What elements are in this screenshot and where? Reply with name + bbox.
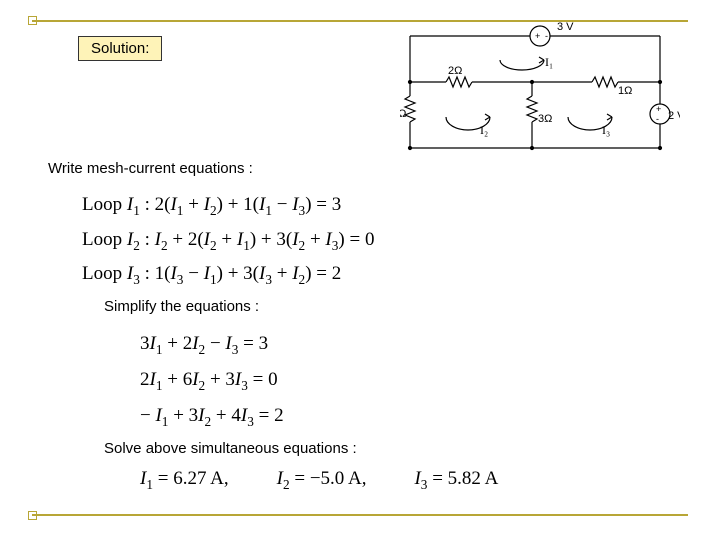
equations-loop: Loop I1 : 2(I1 + I2) + 1(I1 − I3) = 3 Lo… — [82, 188, 374, 292]
v-right-label: 2 V — [668, 110, 680, 122]
svg-text:+: + — [535, 31, 540, 41]
equations-simplified: 3I1 + 2I2 − I3 = 3 2I1 + 6I2 + 3I3 = 0 −… — [140, 326, 284, 434]
r-3ohm-label: 3Ω — [538, 113, 552, 125]
circuit-diagram: + - 3 V + - 2 V 2Ω 1Ω — [400, 22, 680, 162]
solution-i3: I3 = 5.82 A — [414, 468, 498, 489]
i3-label: I₃ — [602, 123, 610, 137]
accent-border-bottom — [32, 514, 688, 516]
v-top-label: 3 V — [557, 22, 574, 33]
r-2ohm-label: 2Ω — [448, 65, 462, 77]
svg-text:-: - — [656, 114, 659, 124]
svg-text:-: - — [545, 31, 548, 41]
text-write-mesh: Write mesh-current equations : — [48, 160, 253, 177]
svg-text:+: + — [656, 104, 661, 114]
corner-square-bottom — [28, 511, 37, 520]
solution-i1: I1 = 6.27 A, — [140, 468, 229, 489]
i2-label: I₂ — [480, 123, 488, 137]
text-simplify: Simplify the equations : — [104, 298, 259, 315]
i1-label: I₁ — [545, 55, 553, 69]
r-1ohm-right-label: 1Ω — [618, 85, 632, 97]
solution-label: Solution: — [78, 36, 162, 61]
text-solve: Solve above simultaneous equations : — [104, 440, 357, 457]
corner-square-top — [28, 16, 37, 25]
equations-solutions: I1 = 6.27 A, I2 = −5.0 A, I3 = 5.82 A — [140, 468, 498, 493]
solution-i2: I2 = −5.0 A, — [277, 468, 367, 489]
r-1ohm-left-label: 1Ω — [400, 108, 406, 120]
